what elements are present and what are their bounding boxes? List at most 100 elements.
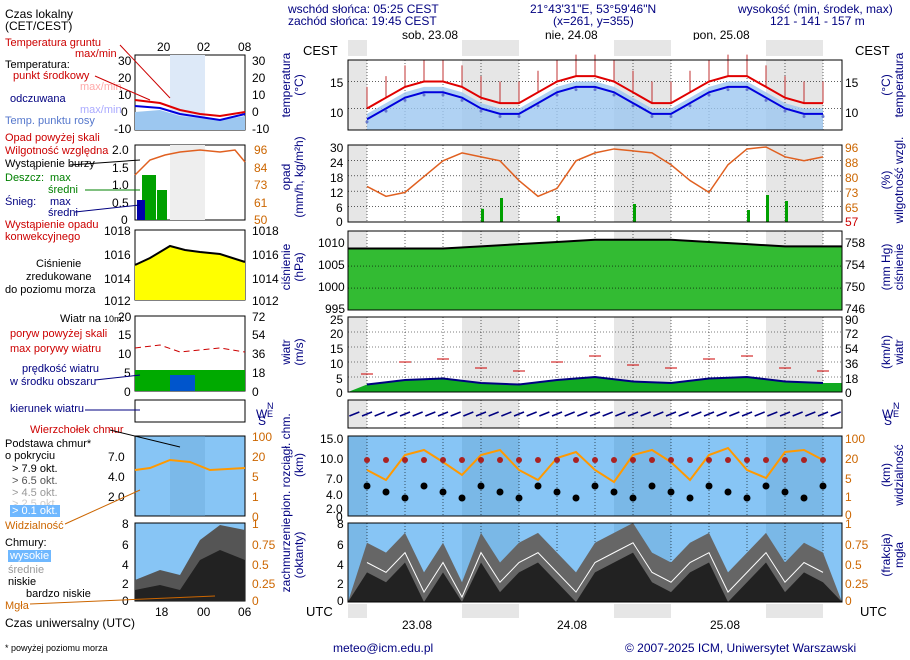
night-band-precip-2 xyxy=(614,145,671,222)
mini-wind-tick-r: 54 xyxy=(252,328,266,342)
cloud-base-dot xyxy=(629,494,637,502)
panel-border-winddir xyxy=(347,399,843,429)
mini-pointer-2 xyxy=(94,75,151,101)
wind-dir-arrow xyxy=(805,411,816,417)
compass-s-r: S xyxy=(884,414,893,428)
cloud-top-dot xyxy=(630,457,636,463)
mini-temp-tick-r: 20 xyxy=(252,71,266,85)
wind-dir-arrow xyxy=(691,411,702,417)
cloud-tick: 10.0 xyxy=(320,452,344,466)
rain-bar-3 xyxy=(633,204,636,222)
mini-wind-tick-r: 0 xyxy=(252,385,259,399)
cloud-top-dot xyxy=(478,457,484,463)
precip-tick: 6 xyxy=(336,201,343,215)
wind-dir-arrow xyxy=(361,411,373,417)
mini-precip-tick: 0 xyxy=(121,213,128,227)
cloud-top-dot xyxy=(364,457,370,463)
rain-max-label: max xyxy=(50,172,71,184)
cest-label-left: CEST xyxy=(303,43,338,58)
cloud-top-dot xyxy=(668,457,674,463)
mini-temp-felt-area xyxy=(135,110,245,130)
night-band-winddir-2 xyxy=(614,400,671,428)
gust-above-label: poryw powyżej skali xyxy=(10,328,108,340)
wind-dir-arrow xyxy=(653,411,664,417)
wind-tick: 15 xyxy=(330,342,344,356)
wind-dir-arrow xyxy=(767,411,778,417)
temp-felt-label: odczuwana xyxy=(10,93,66,105)
local-tick-1: 20 xyxy=(157,40,171,54)
mini-gust-line xyxy=(134,344,246,353)
dew-point xyxy=(707,93,711,97)
dew-point xyxy=(403,98,407,102)
dew-point xyxy=(669,115,673,119)
mini-press-tick-r: 1016 xyxy=(252,248,279,262)
cloud-base-dot xyxy=(439,488,447,496)
snow-max-label: max xyxy=(50,196,71,208)
wind-dir-arrow xyxy=(564,411,575,417)
sunrise-text: wschód słońca: 05:25 CEST xyxy=(288,2,439,16)
cloud-base-dot xyxy=(401,494,409,502)
mini-press-area xyxy=(135,246,245,300)
cloud-top-dot xyxy=(459,457,465,463)
dew-point xyxy=(745,88,749,92)
rain-label: Deszcz: xyxy=(5,172,45,184)
press-tick: 1010 xyxy=(318,236,345,250)
mini-fog-tick: 0.5 xyxy=(252,558,269,572)
pressure-line xyxy=(348,238,842,250)
mini-vis-tick: 5 xyxy=(252,470,259,484)
sunset-text: zachód słońca: 19:45 CEST xyxy=(288,14,437,28)
wind-dir-arrow xyxy=(792,411,803,417)
utc-time-label: Czas uniwersalny (UTC) xyxy=(5,616,136,630)
cover-vlow-label: bardzo niskie xyxy=(26,588,91,600)
cloud-base-dot xyxy=(515,494,523,502)
dew-label: Temp. punktu rosy xyxy=(5,115,95,127)
pressure-label-2: zredukowane xyxy=(26,271,92,283)
rain-bar-6 xyxy=(785,201,788,222)
mini-press-tick: 1014 xyxy=(104,272,131,286)
precip-above-label: Opad powyżej skali xyxy=(5,132,100,144)
temp-felt-maxmin-label: max/min xyxy=(80,104,122,116)
local-tick-2: 02 xyxy=(197,40,211,54)
mini-vis-tick: 100 xyxy=(252,430,273,444)
mini-cover-tick: 2 xyxy=(122,577,129,591)
local-tick-3: 08 xyxy=(238,40,252,54)
cloud-base-dot xyxy=(420,482,428,490)
wind-tick: 5 xyxy=(336,372,343,386)
rain-bar-2 xyxy=(557,216,560,222)
wind-speed-label2: w środku obszaru xyxy=(10,376,97,388)
wind-dir-arrow xyxy=(526,411,537,417)
cloud-top-dot xyxy=(554,457,560,463)
cloud-base-dot xyxy=(477,482,485,490)
panel-border-precip xyxy=(347,144,843,223)
temp-line xyxy=(366,75,823,110)
cloud-base-dot xyxy=(686,494,694,502)
cloud-top-dot xyxy=(687,457,693,463)
wind-tick-r: 18 xyxy=(845,372,859,386)
mini-wind-tick-r: 36 xyxy=(252,347,266,361)
temp-tick: 15 xyxy=(330,76,344,90)
wind-dir-arrow xyxy=(615,411,626,417)
cover-low-label: niskie xyxy=(8,576,37,588)
cloud-base-dot xyxy=(591,482,599,490)
storm-label: Wystąpienie burzy xyxy=(5,158,95,170)
night-band-precip-1 xyxy=(462,145,519,222)
footer-email[interactable]: meteo@icm.edu.pl xyxy=(333,641,434,655)
mini-wind-tick: 0 xyxy=(124,385,131,399)
dew-point xyxy=(688,104,692,108)
mini-wind-tick: 15 xyxy=(118,328,132,342)
mini-precip-night xyxy=(170,145,205,220)
mini-temp-tick: 20 xyxy=(118,71,132,85)
dew-point xyxy=(574,88,578,92)
vis-tick: 1 xyxy=(845,490,852,504)
rain-bar-0 xyxy=(481,208,484,222)
wind-title-height: 10m: xyxy=(104,314,125,324)
temp-center-label: punkt środkowy xyxy=(13,70,90,82)
mini-temp-tick-r: 0 xyxy=(252,105,259,119)
dew-point xyxy=(802,115,806,119)
mini-hum-line xyxy=(134,149,246,176)
mini-temp-tick-r: 10 xyxy=(252,88,266,102)
wind-title-text: Wiatr na xyxy=(60,313,101,325)
cloud-base-dot xyxy=(800,494,808,502)
mini-hum-tick: 50 xyxy=(254,213,268,227)
day-label-bottom-2: 24.08 xyxy=(557,618,588,632)
